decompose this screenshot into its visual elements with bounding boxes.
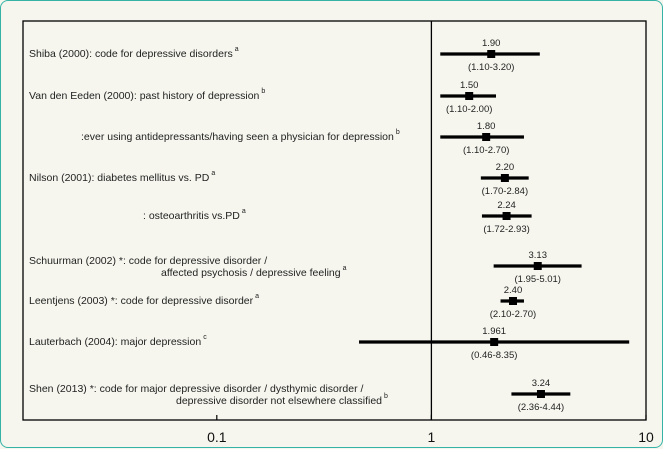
plot-area-border xyxy=(22,20,647,421)
study-label: Van den Eeden (2000): past history of de… xyxy=(29,90,260,102)
study-footnote-mark: c xyxy=(203,334,207,341)
study-label: Nilson (2001): diabetes mellitus vs. PD xyxy=(29,172,210,184)
estimate-marker xyxy=(533,262,542,270)
study-label: : osteoarthritis vs.PD xyxy=(143,210,240,222)
estimate-marker xyxy=(490,338,499,346)
estimate-value: 3.24 xyxy=(532,378,551,389)
study-label: Shen (2013) *: code for major depressive… xyxy=(29,383,363,395)
ci-value: (1.70-2.84) xyxy=(482,186,528,197)
study-row: Shen (2013) *: code for major depressive… xyxy=(29,378,571,413)
study-label: affected psychosis / depressive feeling xyxy=(161,267,341,279)
study-row: Lauterbach (2004): major depression c 1.96… xyxy=(29,326,630,361)
study-footnote-mark: a xyxy=(255,293,259,300)
study-footnote-mark: a xyxy=(343,265,347,272)
estimate-value: 1.50 xyxy=(460,80,479,91)
study-row: Schuurman (2002) *: code for depressive … xyxy=(29,250,582,285)
study-label: Lauterbach (2004): major depression xyxy=(29,336,201,348)
estimate-value: 2.20 xyxy=(496,162,515,173)
study-row: :ever using antidepressants/having seen … xyxy=(81,121,524,156)
study-footnote-mark: a xyxy=(235,46,239,53)
estimate-marker xyxy=(508,297,517,305)
estimate-marker xyxy=(536,390,545,398)
ci-value: (0.46-8.35) xyxy=(471,350,517,361)
x-tick-label-0: 0.1 xyxy=(207,429,227,445)
study-footnote-mark: b xyxy=(384,393,388,400)
x-tick-label-1: 1 xyxy=(428,429,436,445)
estimate-value: 1.90 xyxy=(482,38,501,49)
ci-value: (1.10-3.20) xyxy=(468,62,514,73)
study-footnote-mark: a xyxy=(242,208,246,215)
study-row: Shiba (2000): code for depressive disord… xyxy=(29,38,540,73)
estimate-value: 1.961 xyxy=(482,326,506,337)
ci-value: (2.36-4.44) xyxy=(518,402,564,413)
ci-value: (1.72-2.93) xyxy=(483,224,529,235)
estimate-marker xyxy=(502,212,511,220)
estimate-value: 1.80 xyxy=(477,121,496,132)
ci-value: (1.10-2.00) xyxy=(446,104,492,115)
study-footnote-mark: a xyxy=(211,170,215,177)
study-footnote-mark: b xyxy=(261,88,265,95)
study-row: Van den Eeden (2000): past history of de… xyxy=(29,80,497,115)
study-label: Leentjens (2003) *: code for depressive … xyxy=(29,295,254,307)
ci-value: (1.10-2.70) xyxy=(463,145,509,156)
study-label: :ever using antidepressants/having seen … xyxy=(81,131,394,143)
ci-value: (1.95-5.01) xyxy=(515,274,561,285)
estimate-value: 2.40 xyxy=(504,285,523,296)
study-label: depressive disorder not elsewhere classi… xyxy=(176,395,382,407)
study-label: Shiba (2000): code for depressive disord… xyxy=(29,48,233,60)
study-label: Schuurman (2002) *: code for depressive … xyxy=(29,255,267,267)
study-row: Nilson (2001): diabetes mellitus vs. PD a… xyxy=(29,162,529,197)
x-tick-label-2: 10 xyxy=(638,429,654,445)
study-footnote-mark: b xyxy=(396,129,400,136)
ci-value: (2.10-2.70) xyxy=(490,309,536,320)
study-row: : osteoarthritis vs.PD a 2.24 (1.72-2.93) xyxy=(143,200,532,235)
estimate-marker xyxy=(482,133,491,141)
estimate-marker xyxy=(500,174,509,182)
estimate-value: 3.13 xyxy=(528,250,547,261)
estimate-value: 2.24 xyxy=(497,200,516,211)
study-row: Leentjens (2003) *: code for depressive … xyxy=(29,285,536,320)
estimate-marker xyxy=(487,50,496,58)
estimate-marker xyxy=(465,92,474,100)
